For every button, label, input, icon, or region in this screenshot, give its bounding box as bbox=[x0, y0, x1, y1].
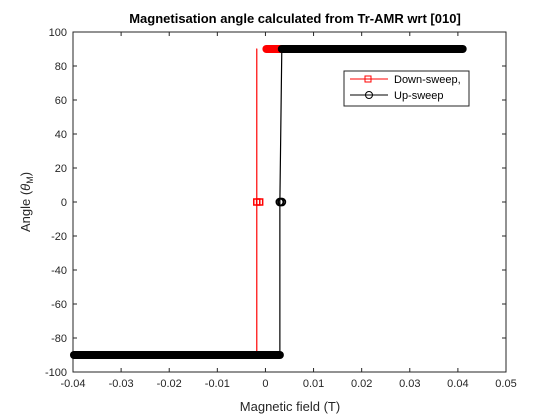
y-tick-label: -20 bbox=[51, 231, 67, 243]
legend-up-label: Up-sweep bbox=[394, 90, 444, 102]
x-tick-label: 0.05 bbox=[495, 378, 516, 390]
y-axis-label-theta: θ bbox=[18, 184, 33, 191]
x-tick-label: -0.02 bbox=[157, 378, 182, 390]
x-tick-label: 0.01 bbox=[303, 378, 324, 390]
y-tick-label: 60 bbox=[55, 95, 67, 107]
chart-title: Magnetisation angle calculated from Tr-A… bbox=[129, 11, 461, 26]
y-tick-label: 0 bbox=[61, 197, 67, 209]
up-sweep-series bbox=[69, 45, 467, 359]
y-axis-label: Angle (θM) bbox=[18, 172, 35, 232]
legend-up-circle-marker bbox=[365, 91, 373, 99]
y-axis-label-sub: M bbox=[25, 176, 35, 184]
y-tick-label: -40 bbox=[51, 265, 67, 277]
x-tick-label: -0.03 bbox=[109, 378, 134, 390]
legend: Down-sweep, Up-sweep bbox=[343, 70, 470, 107]
y-axis-label-close: ) bbox=[18, 172, 33, 176]
y-axis-ticks: -100 -80 -60 -40 -20 0 20 40 60 80 100 bbox=[45, 27, 506, 379]
y-tick-label: 80 bbox=[55, 61, 67, 73]
x-tick-label: 0.03 bbox=[399, 378, 420, 390]
y-axis-label-base: Angle ( bbox=[18, 190, 33, 232]
y-tick-label: 40 bbox=[55, 129, 67, 141]
up-sweep-marker bbox=[277, 197, 287, 207]
x-tick-label: -0.04 bbox=[60, 378, 85, 390]
x-tick-label: 0.04 bbox=[447, 378, 468, 390]
y-tick-label: -60 bbox=[51, 299, 67, 311]
y-tick-label: -80 bbox=[51, 333, 67, 345]
x-tick-label: -0.01 bbox=[205, 378, 230, 390]
up-sweep-line bbox=[279, 48, 283, 203]
x-axis-ticks: -0.04 -0.03 -0.02 -0.01 0 0.01 0.02 0.03 0.04 0.0… bbox=[60, 32, 517, 390]
legend-down-label: Down-sweep, bbox=[394, 74, 461, 86]
legend-down-square-marker bbox=[364, 75, 372, 83]
series-layer bbox=[69, 45, 467, 359]
x-tick-label: 0.02 bbox=[351, 378, 372, 390]
y-tick-label: 20 bbox=[55, 163, 67, 175]
down-sweep-marker bbox=[255, 198, 264, 206]
y-tick-label: 100 bbox=[49, 27, 67, 39]
x-tick-label: 0 bbox=[262, 378, 268, 390]
y-tick-label: -100 bbox=[45, 367, 67, 379]
x-axis-label: Magnetic field (T) bbox=[240, 399, 340, 414]
